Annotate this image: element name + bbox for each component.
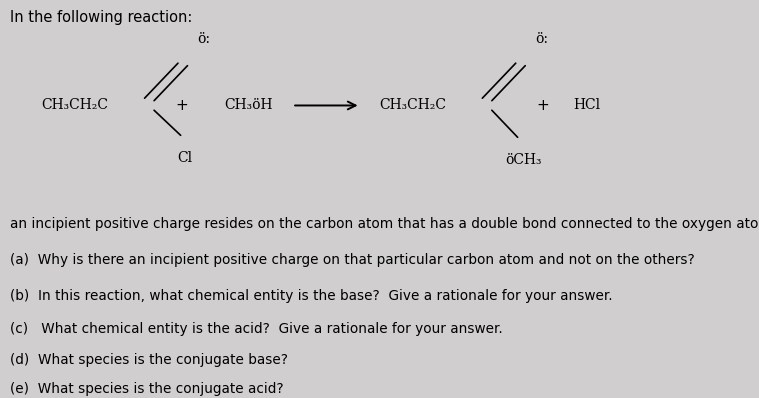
Text: (d)  What species is the conjugate base?: (d) What species is the conjugate base?: [10, 353, 288, 367]
Text: +: +: [537, 98, 549, 113]
Text: (c)   What chemical entity is the acid?  Give a rationale for your answer.: (c) What chemical entity is the acid? Gi…: [10, 322, 502, 336]
Text: (b)  In this reaction, what chemical entity is the base?  Give a rationale for y: (b) In this reaction, what chemical enti…: [10, 289, 613, 302]
Text: Cl: Cl: [177, 151, 192, 165]
Text: CH₃öH: CH₃öH: [224, 98, 272, 113]
Text: CH₃CH₂C: CH₃CH₂C: [380, 98, 446, 113]
Text: ö:: ö:: [197, 32, 210, 46]
Text: +: +: [176, 98, 188, 113]
Text: CH₃CH₂C: CH₃CH₂C: [42, 98, 109, 113]
Text: (e)  What species is the conjugate acid?: (e) What species is the conjugate acid?: [10, 382, 284, 396]
Text: HCl: HCl: [573, 98, 600, 113]
Text: öCH₃: öCH₃: [505, 153, 542, 167]
Text: (a)  Why is there an incipient positive charge on that particular carbon atom an: (a) Why is there an incipient positive c…: [10, 253, 694, 267]
Text: ö:: ö:: [535, 32, 548, 46]
Text: In the following reaction:: In the following reaction:: [10, 10, 192, 25]
Text: an incipient positive charge resides on the carbon atom that has a double bond c: an incipient positive charge resides on …: [10, 217, 759, 231]
